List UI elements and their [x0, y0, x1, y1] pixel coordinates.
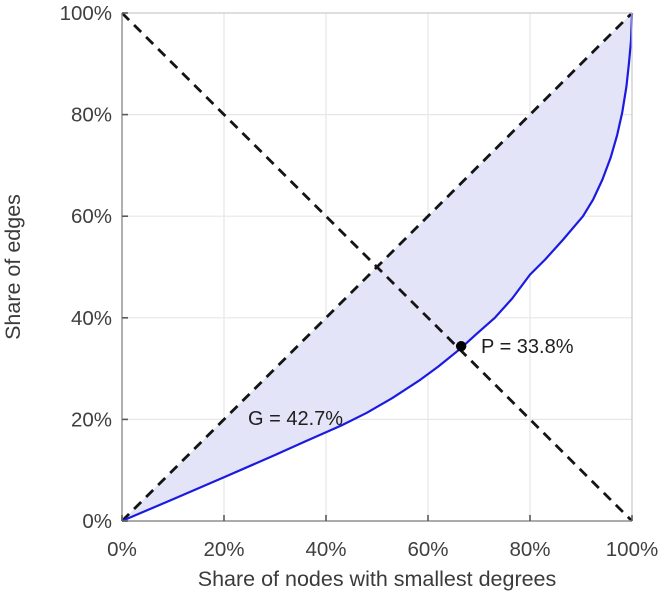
- x-tick-label-60: 60%: [407, 538, 448, 561]
- p-label: P = 33.8%: [481, 336, 574, 358]
- y-tick-label-60: 60%: [71, 205, 112, 228]
- x-tick-label-100: 100%: [606, 538, 658, 561]
- y-tick-label-0: 0%: [82, 510, 112, 533]
- x-tick-label-80: 80%: [509, 538, 550, 561]
- p-point-marker: [455, 341, 467, 352]
- lorenz-curve: [121, 12, 634, 523]
- y-tick-label-80: 80%: [71, 104, 112, 127]
- y-tick-label-20: 20%: [71, 408, 112, 431]
- x-tick-label-0: 0%: [107, 538, 137, 561]
- x-axis-title: Share of nodes with smallest degrees: [198, 567, 557, 591]
- gini-label: G = 42.7%: [248, 408, 343, 430]
- y-tick-label-100: 100%: [60, 2, 112, 25]
- x-tick-label-40: 40%: [305, 538, 346, 561]
- anti-diagonal-dashed-line: [121, 12, 633, 522]
- y-axis-title: Share of edges: [1, 194, 25, 340]
- y-tick-label-40: 40%: [71, 307, 112, 330]
- x-tick-label-20: 20%: [203, 538, 244, 561]
